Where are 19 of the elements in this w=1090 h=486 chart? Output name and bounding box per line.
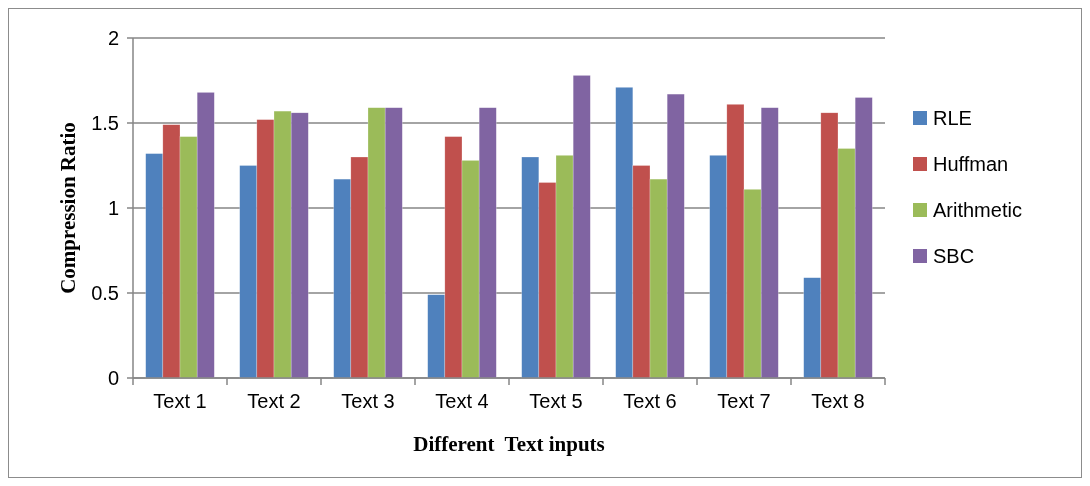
y-axis-title: Compression Ratio — [56, 122, 80, 294]
y-tick-label: 1 — [107, 197, 119, 219]
y-tick-label: 0 — [107, 367, 119, 389]
legend-label: Arithmetic — [933, 199, 1022, 221]
x-axis-title: Different Text inputs — [413, 432, 605, 456]
x-tick-label: Text 7 — [717, 390, 771, 412]
x-tick-label: Text 8 — [811, 390, 865, 412]
legend-label: Huffman — [933, 153, 1009, 175]
x-tick-label: Text 3 — [341, 390, 395, 412]
x-tick-label: Text 4 — [435, 390, 489, 412]
x-tick-label: Text 2 — [247, 390, 301, 412]
y-tick-label: 2 — [107, 27, 119, 49]
legend-label: SBC — [933, 245, 975, 267]
legend-label: RLE — [933, 107, 972, 129]
x-tick-label: Text 1 — [153, 390, 207, 412]
y-tick-label: 1.5 — [91, 112, 119, 134]
y-tick-label: 0.5 — [91, 282, 119, 304]
x-tick-label: Text 6 — [623, 390, 677, 412]
x-tick-label: Text 5 — [529, 390, 583, 412]
